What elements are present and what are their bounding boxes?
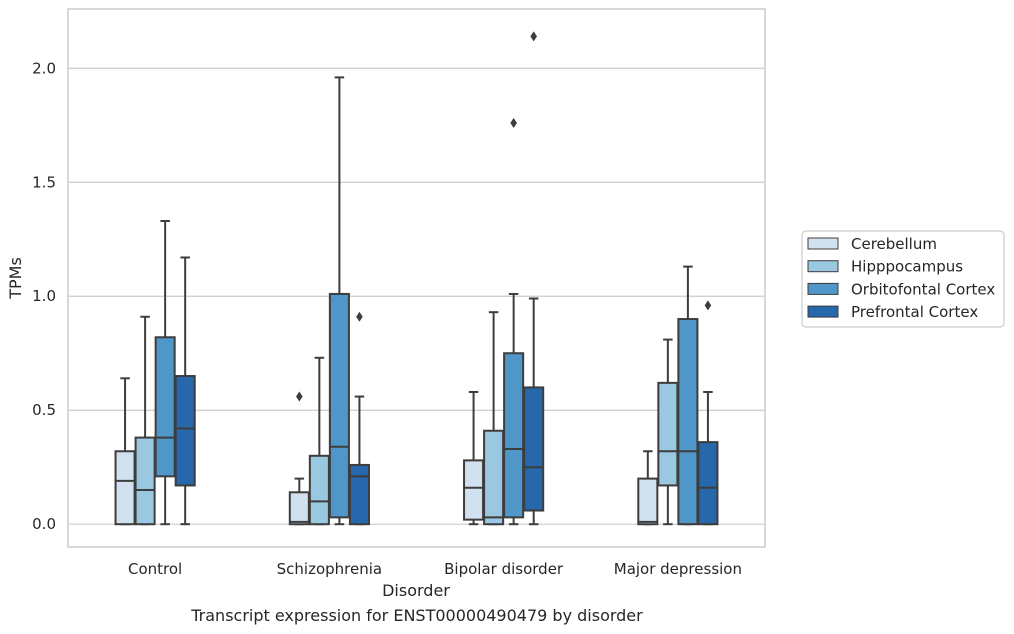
- outlier-point: [296, 391, 303, 402]
- box: [637, 477, 659, 526]
- outlier-point: [510, 117, 517, 128]
- box: [463, 459, 485, 521]
- box-group: [308, 356, 330, 526]
- legend-swatch: [807, 237, 839, 250]
- box: [483, 429, 505, 526]
- box-group: [154, 220, 176, 526]
- figure-caption: Transcript expression for ENST0000049047…: [191, 606, 643, 625]
- y-tick-label: 2.0: [32, 59, 56, 77]
- box: [328, 292, 350, 519]
- box: [523, 386, 545, 512]
- x-tick-label: Major depression: [614, 560, 742, 578]
- box-group: [114, 377, 136, 526]
- y-tick-label: 1.0: [32, 287, 56, 305]
- box-group: [134, 315, 156, 526]
- box-group: [328, 76, 350, 526]
- y-axis-ticks: 0.0 0.5 1.0 1.5 2.0: [32, 59, 56, 533]
- legend-frame: [801, 230, 1005, 328]
- outlier-point: [356, 311, 363, 322]
- legend: Cerebellum Hipppocampus Orbitofontal Corte…: [801, 230, 1005, 328]
- y-axis-title: TPMs: [6, 257, 25, 300]
- legend-label: Cerebellum: [851, 235, 937, 253]
- legend-label: Prefrontal Cortex: [851, 303, 978, 321]
- legend-swatch: [807, 282, 839, 295]
- box: [677, 318, 699, 526]
- box-group: [174, 256, 196, 526]
- legend-swatch: [807, 305, 839, 318]
- box-plot-area: [114, 31, 719, 526]
- outlier-point: [530, 31, 537, 42]
- box: [348, 463, 370, 526]
- box: [308, 454, 330, 526]
- box-group: [463, 390, 485, 526]
- legend-label: Hipppocampus: [851, 258, 963, 276]
- x-axis-title: Disorder: [382, 581, 450, 600]
- box: [134, 436, 156, 526]
- box: [503, 352, 525, 519]
- y-tick-label: 0.0: [32, 515, 56, 533]
- x-axis-ticks: Control Schizophrenia Bipolar disorder Majo…: [128, 560, 742, 578]
- box-group: [348, 311, 370, 526]
- box: [697, 441, 719, 526]
- box: [114, 450, 136, 526]
- box-group: [288, 391, 310, 526]
- box-group: [697, 300, 719, 526]
- x-tick-label: Control: [128, 560, 182, 578]
- box-group: [657, 338, 679, 526]
- box-group: [483, 311, 505, 526]
- box-group: [523, 31, 545, 526]
- box: [288, 491, 310, 526]
- x-tick-label: Schizophrenia: [277, 560, 382, 578]
- box-group: [677, 265, 699, 526]
- box: [174, 375, 196, 487]
- y-tick-label: 0.5: [32, 401, 56, 419]
- plot-frame: [67, 8, 766, 548]
- legend-label: Orbitofontal Cortex: [851, 280, 995, 298]
- box: [154, 336, 176, 478]
- legend-swatch: [807, 260, 839, 273]
- x-tick-label: Bipolar disorder: [444, 560, 564, 578]
- box-group: [503, 117, 525, 526]
- y-tick-label: 1.5: [32, 173, 56, 191]
- box-group: [637, 450, 659, 526]
- box: [657, 381, 679, 487]
- outlier-point: [704, 300, 712, 311]
